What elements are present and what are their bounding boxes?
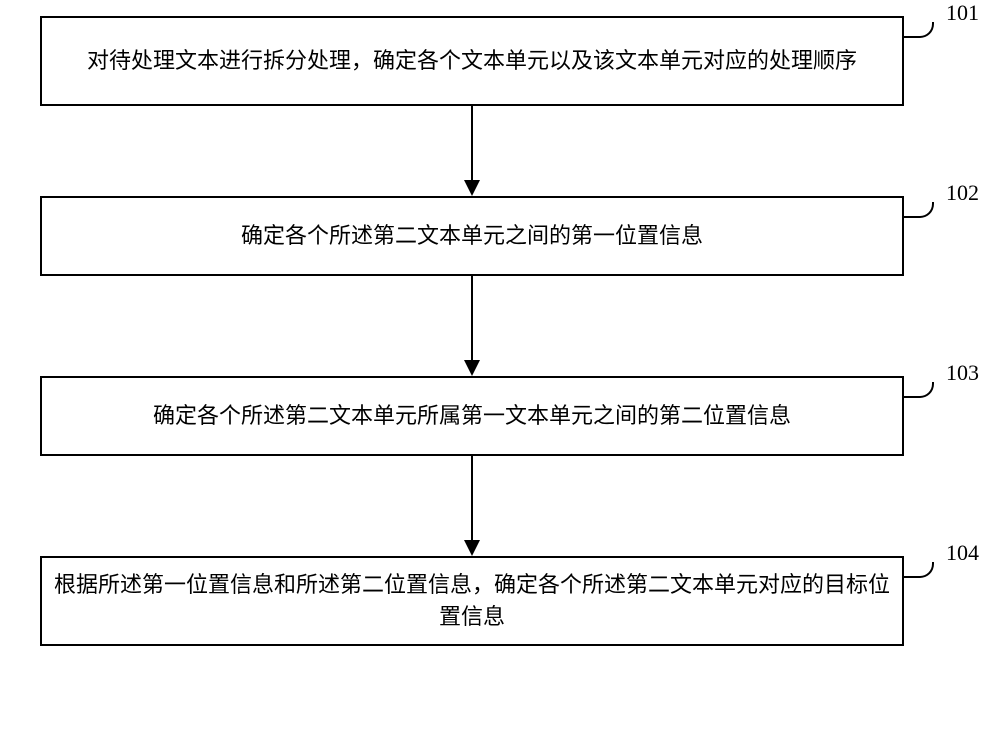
flow-step-104: 根据所述第一位置信息和所述第二位置信息，确定各个所述第二文本单元对应的目标位置信… xyxy=(40,556,904,646)
step-label-104: 104 xyxy=(946,540,979,566)
flowchart-canvas: 对待处理文本进行拆分处理，确定各个文本单元以及该文本单元对应的处理顺序 101 确定… xyxy=(0,0,1000,740)
arrow-103-104 xyxy=(471,456,473,540)
arrow-head-102-103 xyxy=(464,360,480,376)
step-label-101: 101 xyxy=(946,0,979,26)
step-label-103: 103 xyxy=(946,360,979,386)
arrow-head-101-102 xyxy=(464,180,480,196)
flow-step-103: 确定各个所述第二文本单元所属第一文本单元之间的第二位置信息 xyxy=(40,376,904,456)
arrow-101-102 xyxy=(471,106,473,180)
step-label-102: 102 xyxy=(946,180,979,206)
arrow-head-103-104 xyxy=(464,540,480,556)
leader-line-103 xyxy=(904,382,934,398)
arrow-102-103 xyxy=(471,276,473,360)
flow-step-102: 确定各个所述第二文本单元之间的第一位置信息 xyxy=(40,196,904,276)
leader-line-102 xyxy=(904,202,934,218)
flow-step-101: 对待处理文本进行拆分处理，确定各个文本单元以及该文本单元对应的处理顺序 xyxy=(40,16,904,106)
leader-line-104 xyxy=(904,562,934,578)
leader-line-101 xyxy=(904,22,934,38)
